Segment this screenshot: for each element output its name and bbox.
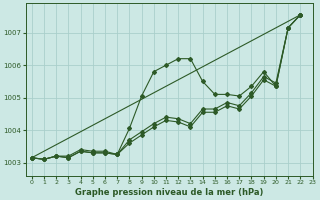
X-axis label: Graphe pression niveau de la mer (hPa): Graphe pression niveau de la mer (hPa) [75, 188, 263, 197]
